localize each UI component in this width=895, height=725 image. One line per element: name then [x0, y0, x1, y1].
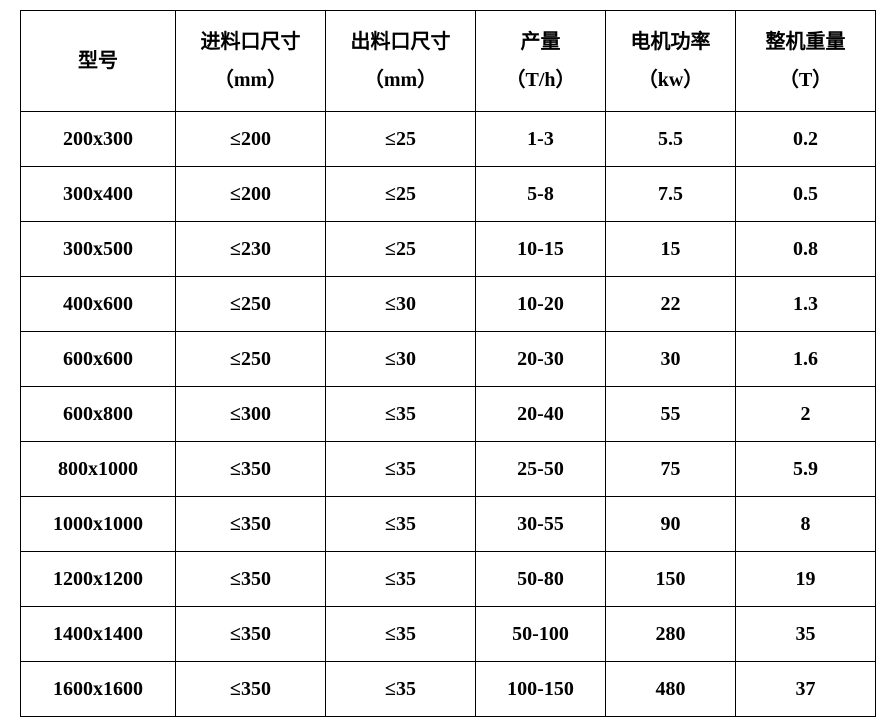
cell-feed: ≤350 — [176, 497, 326, 552]
cell-model: 1200x1200 — [21, 552, 176, 607]
cell-feed: ≤300 — [176, 387, 326, 442]
cell-model: 400x600 — [21, 277, 176, 332]
cell-cap: 100-150 — [476, 662, 606, 717]
cell-out: ≤35 — [326, 497, 476, 552]
col-header-cap: 产量 （T/h） — [476, 11, 606, 112]
cell-power: 22 — [606, 277, 736, 332]
cell-weight: 37 — [736, 662, 876, 717]
col-header-weight-line1: 整机重量 — [736, 23, 875, 61]
cell-feed: ≤230 — [176, 222, 326, 277]
cell-weight: 1.6 — [736, 332, 876, 387]
cell-feed: ≤350 — [176, 552, 326, 607]
cell-model: 600x800 — [21, 387, 176, 442]
cell-model: 1600x1600 — [21, 662, 176, 717]
cell-cap: 20-30 — [476, 332, 606, 387]
cell-feed: ≤250 — [176, 332, 326, 387]
cell-cap: 50-80 — [476, 552, 606, 607]
table-row: 300x400 ≤200 ≤25 5-8 7.5 0.5 — [21, 167, 876, 222]
cell-out: ≤35 — [326, 442, 476, 497]
col-header-weight: 整机重量 （T） — [736, 11, 876, 112]
cell-power: 90 — [606, 497, 736, 552]
cell-model: 300x500 — [21, 222, 176, 277]
cell-feed: ≤250 — [176, 277, 326, 332]
cell-power: 75 — [606, 442, 736, 497]
cell-out: ≤35 — [326, 662, 476, 717]
cell-cap: 50-100 — [476, 607, 606, 662]
cell-cap: 30-55 — [476, 497, 606, 552]
cell-feed: ≤200 — [176, 167, 326, 222]
col-header-feed-line1: 进料口尺寸 — [176, 23, 325, 61]
cell-weight: 0.2 — [736, 112, 876, 167]
cell-model: 300x400 — [21, 167, 176, 222]
table-row: 800x1000 ≤350 ≤35 25-50 75 5.9 — [21, 442, 876, 497]
cell-feed: ≤350 — [176, 662, 326, 717]
col-header-feed-line2: （mm） — [176, 61, 325, 99]
spec-table: 型号 进料口尺寸 （mm） 出料口尺寸 （mm） 产量 （T/h） 电机功率 （… — [20, 10, 876, 717]
cell-model: 1000x1000 — [21, 497, 176, 552]
cell-cap: 10-15 — [476, 222, 606, 277]
col-header-weight-line2: （T） — [736, 61, 875, 99]
cell-weight: 0.5 — [736, 167, 876, 222]
col-header-power-line2: （kw） — [606, 61, 735, 99]
cell-power: 280 — [606, 607, 736, 662]
col-header-out-line1: 出料口尺寸 — [326, 23, 475, 61]
table-body: 200x300 ≤200 ≤25 1-3 5.5 0.2 300x400 ≤20… — [21, 112, 876, 717]
table-header-row: 型号 进料口尺寸 （mm） 出料口尺寸 （mm） 产量 （T/h） 电机功率 （… — [21, 11, 876, 112]
col-header-model-line1: 型号 — [21, 42, 175, 80]
col-header-cap-line1: 产量 — [476, 23, 605, 61]
cell-weight: 19 — [736, 552, 876, 607]
cell-cap: 25-50 — [476, 442, 606, 497]
cell-out: ≤30 — [326, 332, 476, 387]
cell-out: ≤35 — [326, 607, 476, 662]
table-row: 1400x1400 ≤350 ≤35 50-100 280 35 — [21, 607, 876, 662]
cell-out: ≤35 — [326, 387, 476, 442]
cell-weight: 1.3 — [736, 277, 876, 332]
cell-out: ≤25 — [326, 167, 476, 222]
col-header-cap-line2: （T/h） — [476, 61, 605, 99]
table-row: 1200x1200 ≤350 ≤35 50-80 150 19 — [21, 552, 876, 607]
cell-power: 15 — [606, 222, 736, 277]
cell-feed: ≤350 — [176, 442, 326, 497]
col-header-out-line2: （mm） — [326, 61, 475, 99]
cell-weight: 2 — [736, 387, 876, 442]
cell-cap: 5-8 — [476, 167, 606, 222]
cell-power: 55 — [606, 387, 736, 442]
cell-power: 150 — [606, 552, 736, 607]
cell-weight: 35 — [736, 607, 876, 662]
cell-power: 7.5 — [606, 167, 736, 222]
cell-out: ≤30 — [326, 277, 476, 332]
cell-out: ≤25 — [326, 222, 476, 277]
cell-model: 200x300 — [21, 112, 176, 167]
cell-power: 5.5 — [606, 112, 736, 167]
table-row: 1600x1600 ≤350 ≤35 100-150 480 37 — [21, 662, 876, 717]
cell-power: 30 — [606, 332, 736, 387]
col-header-model: 型号 — [21, 11, 176, 112]
table-row: 400x600 ≤250 ≤30 10-20 22 1.3 — [21, 277, 876, 332]
table-row: 300x500 ≤230 ≤25 10-15 15 0.8 — [21, 222, 876, 277]
cell-feed: ≤350 — [176, 607, 326, 662]
table-row: 600x600 ≤250 ≤30 20-30 30 1.6 — [21, 332, 876, 387]
table-row: 600x800 ≤300 ≤35 20-40 55 2 — [21, 387, 876, 442]
cell-cap: 1-3 — [476, 112, 606, 167]
col-header-power: 电机功率 （kw） — [606, 11, 736, 112]
cell-feed: ≤200 — [176, 112, 326, 167]
cell-out: ≤25 — [326, 112, 476, 167]
cell-cap: 20-40 — [476, 387, 606, 442]
table-row: 200x300 ≤200 ≤25 1-3 5.5 0.2 — [21, 112, 876, 167]
col-header-out: 出料口尺寸 （mm） — [326, 11, 476, 112]
cell-model: 800x1000 — [21, 442, 176, 497]
cell-weight: 5.9 — [736, 442, 876, 497]
table-row: 1000x1000 ≤350 ≤35 30-55 90 8 — [21, 497, 876, 552]
col-header-power-line1: 电机功率 — [606, 23, 735, 61]
cell-weight: 0.8 — [736, 222, 876, 277]
cell-model: 600x600 — [21, 332, 176, 387]
cell-power: 480 — [606, 662, 736, 717]
cell-model: 1400x1400 — [21, 607, 176, 662]
col-header-feed: 进料口尺寸 （mm） — [176, 11, 326, 112]
cell-out: ≤35 — [326, 552, 476, 607]
cell-weight: 8 — [736, 497, 876, 552]
cell-cap: 10-20 — [476, 277, 606, 332]
